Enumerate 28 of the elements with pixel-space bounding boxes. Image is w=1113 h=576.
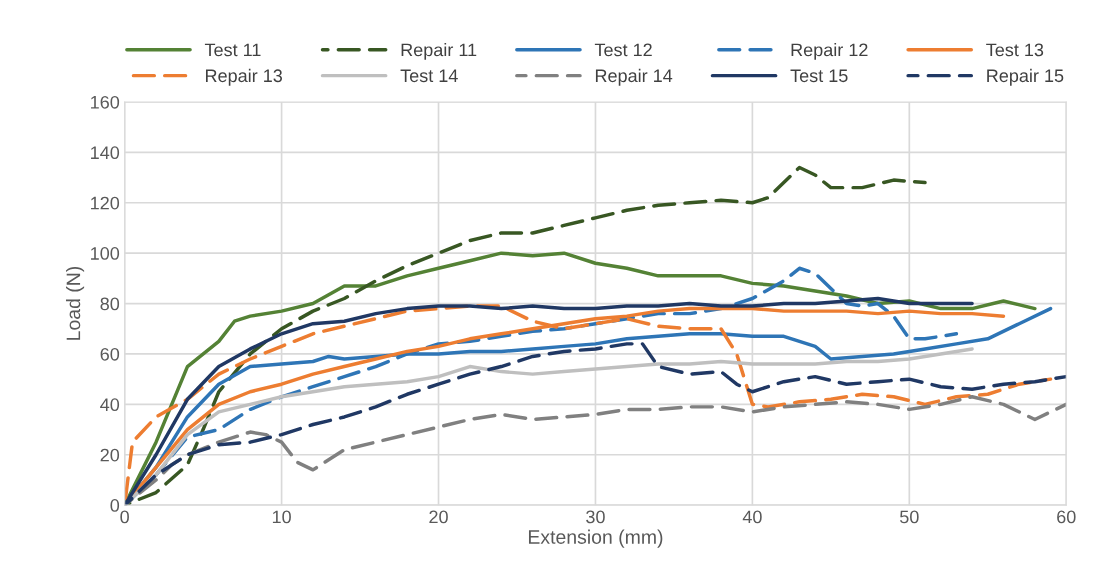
legend-label: Repair 15 <box>987 68 1064 86</box>
x-tick-label: 10 <box>272 510 291 524</box>
x-axis-title: Extension (mm) <box>528 529 663 548</box>
y-tick-label: 60 <box>100 347 120 361</box>
y-tick-label: 120 <box>91 196 120 210</box>
y-tick-label: 40 <box>100 398 120 412</box>
y-tick-label: 160 <box>91 95 120 109</box>
y-tick-label: 0 <box>110 499 120 512</box>
y-tick-label: 20 <box>100 448 120 462</box>
y-tick-label: 80 <box>100 297 120 311</box>
x-tick-label: 60 <box>1057 510 1076 524</box>
x-tick-label: 20 <box>429 510 448 524</box>
y-tick-label: 100 <box>91 247 120 260</box>
legend-label: Repair 11 <box>401 43 477 60</box>
y-axis-title: Load (N) <box>65 266 85 340</box>
x-tick-label: 50 <box>900 510 919 524</box>
x-tick-label: 40 <box>742 510 762 524</box>
legend-label: Repair 12 <box>791 43 868 60</box>
y-tick-label: 140 <box>91 146 120 160</box>
legend-label: Test 15 <box>790 69 848 83</box>
x-tick-label: 0 <box>120 510 129 524</box>
legend-label: Test 12 <box>594 43 652 57</box>
legend-label: Test 14 <box>400 69 458 83</box>
legend-label: Repair 13 <box>205 68 283 86</box>
legend-label: Test 11 <box>204 43 261 57</box>
legend-label: Repair 14 <box>595 68 673 86</box>
legend-label: Test 13 <box>986 43 1044 57</box>
x-tick-label: 30 <box>586 510 605 524</box>
